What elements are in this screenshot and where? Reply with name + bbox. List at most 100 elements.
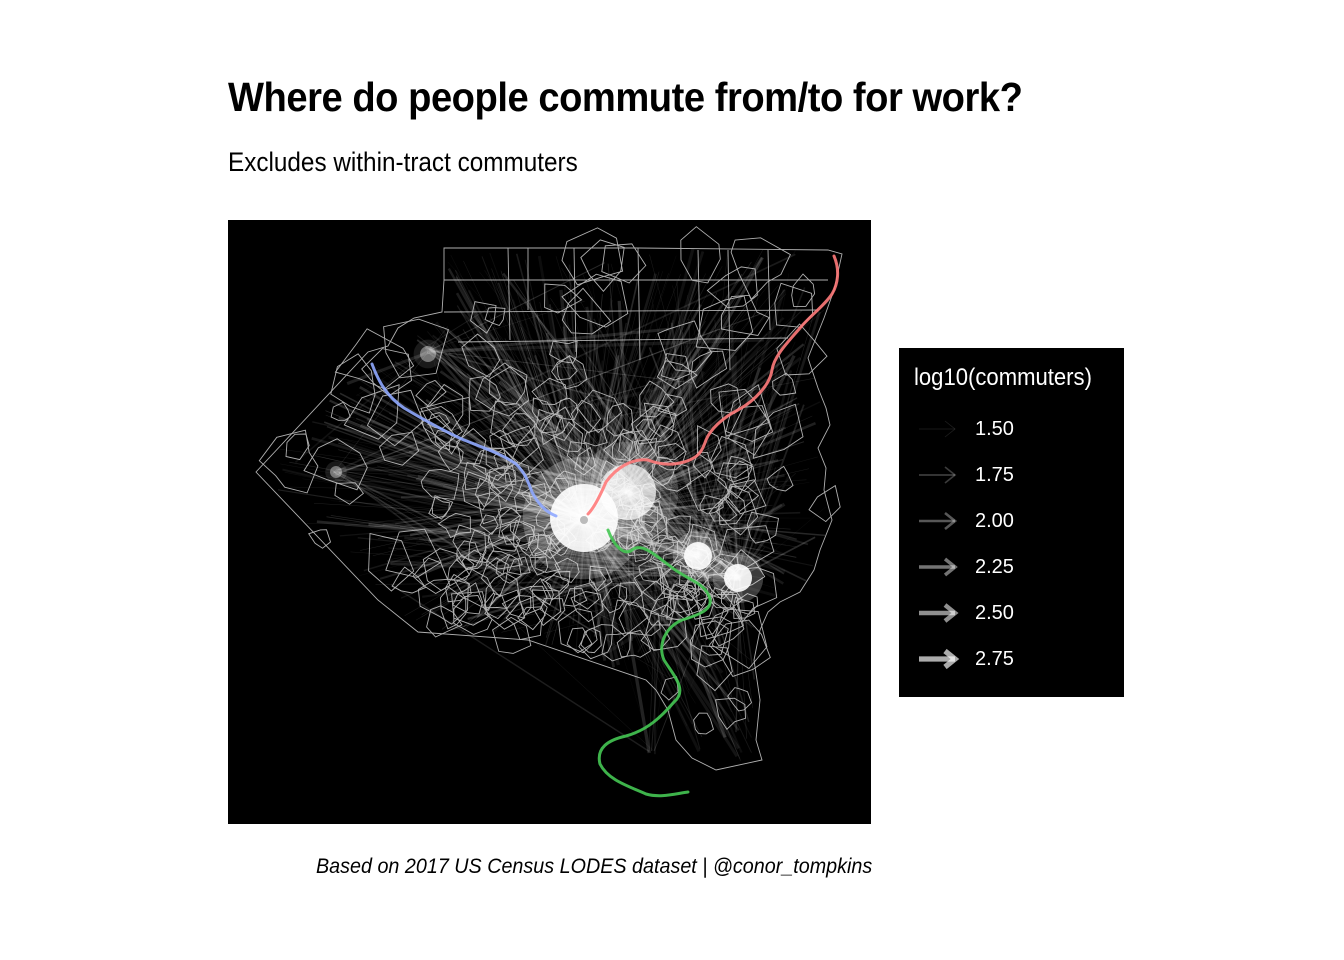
- commute-flow-line: [280, 463, 587, 519]
- commute-flow-line: [698, 431, 776, 557]
- census-tract: [556, 397, 579, 421]
- commute-flow-line: [578, 389, 737, 581]
- commute-flow-line: [450, 255, 583, 517]
- hub-glow: [413, 339, 443, 369]
- commute-flow-line: [338, 312, 763, 474]
- commute-flow-line: [561, 267, 738, 577]
- commute-flow-line: [592, 284, 628, 494]
- employment-hubs: [325, 339, 764, 604]
- commute-flow-line: [333, 470, 677, 549]
- census-tract: [556, 354, 588, 390]
- commute-flow-line: [431, 345, 587, 518]
- commute-flow-line: [289, 461, 334, 471]
- census-tract: [456, 540, 482, 569]
- census-tract: [492, 616, 532, 654]
- commute-flow-line: [670, 322, 701, 556]
- commute-flow-line: [696, 554, 750, 723]
- commute-flow-line: [622, 576, 741, 613]
- commute-flow-line: [735, 370, 769, 578]
- census-tract: [566, 627, 593, 654]
- census-tract: [485, 550, 511, 575]
- municipal-boundary: [507, 247, 511, 341]
- legend-arrow-icon: [919, 420, 956, 438]
- census-tract: [501, 595, 532, 619]
- census-tract: [570, 399, 602, 434]
- census-tract: [574, 446, 596, 476]
- commute-flow-line: [627, 493, 722, 716]
- commute-flow-line: [735, 383, 793, 580]
- commute-flow-line: [444, 383, 628, 491]
- census-tract: [551, 355, 578, 381]
- census-tract: [534, 548, 561, 573]
- municipal-boundary: [697, 249, 701, 341]
- commute-flow-line: [427, 350, 693, 384]
- census-tract: [578, 624, 614, 660]
- commute-flow-line: [388, 473, 583, 520]
- census-tract: [563, 588, 588, 607]
- commute-flow-line: [714, 319, 739, 581]
- commute-flow-line: [586, 271, 663, 517]
- census-tract: [549, 340, 578, 364]
- census-tract: [561, 227, 624, 286]
- census-tract: [307, 529, 332, 549]
- map-panel: [228, 220, 871, 824]
- commute-flow-line: [499, 314, 585, 520]
- census-tract: [656, 360, 698, 390]
- census-tract: [772, 372, 797, 396]
- census-tract: [512, 437, 544, 476]
- commute-flow-line: [400, 358, 583, 516]
- commute-flow-line: [581, 516, 814, 567]
- census-tract: [669, 583, 698, 613]
- hub-core: [724, 564, 752, 592]
- legend-label: 2.00: [975, 510, 1014, 532]
- census-tract: [501, 521, 536, 552]
- commute-flow-line: [382, 391, 583, 517]
- census-tract: [561, 287, 612, 335]
- commute-flow-line: [607, 263, 629, 492]
- commute-flow-line: [610, 263, 699, 559]
- census-tract: [468, 529, 495, 564]
- commute-flow-line: [648, 486, 661, 752]
- commute-flow-line: [344, 425, 587, 520]
- commute-flow-line: [430, 346, 568, 449]
- commute-flow-line: [740, 467, 776, 581]
- commute-flow-line: [593, 318, 741, 582]
- census-tract: [385, 528, 442, 578]
- hub-core: [420, 346, 436, 362]
- census-tract: [686, 469, 730, 511]
- municipal-boundary: [637, 247, 641, 361]
- commute-flow-line: [455, 275, 586, 517]
- census-tract: [462, 471, 491, 511]
- commute-flow-line: [334, 478, 699, 554]
- census-tract: [657, 393, 688, 417]
- municipal-boundary: [573, 247, 577, 353]
- census-tract: [649, 424, 686, 461]
- commute-flow-line: [585, 306, 628, 492]
- commute-flow-line: [739, 536, 816, 578]
- census-tract: [544, 283, 583, 314]
- commute-flow-line: [676, 281, 696, 558]
- census-tract: [540, 413, 566, 446]
- commute-flow-line: [447, 261, 738, 581]
- commute-flow-line: [635, 344, 700, 555]
- census-tract: [334, 328, 415, 390]
- census-tract: [490, 400, 537, 448]
- commute-flow-line: [691, 418, 740, 577]
- commute-flow-line: [447, 352, 631, 495]
- commute-flow-line: [339, 392, 582, 521]
- commute-flow-line: [629, 426, 787, 497]
- census-tract: [633, 438, 658, 460]
- commute-flow-line: [336, 387, 767, 471]
- census-tract: [437, 512, 471, 539]
- commute-flow-line: [699, 350, 758, 558]
- commute-flow-line: [738, 404, 805, 579]
- commute-flow-line: [583, 516, 724, 674]
- commute-flow-line: [585, 517, 703, 737]
- commute-flow-line: [366, 357, 585, 521]
- census-tract: [412, 557, 451, 595]
- commute-flow-line: [582, 311, 589, 517]
- commute-flow-line: [583, 274, 681, 521]
- census-tract: [706, 607, 745, 647]
- commute-flow-line: [651, 297, 699, 557]
- commute-flow-line: [338, 471, 607, 609]
